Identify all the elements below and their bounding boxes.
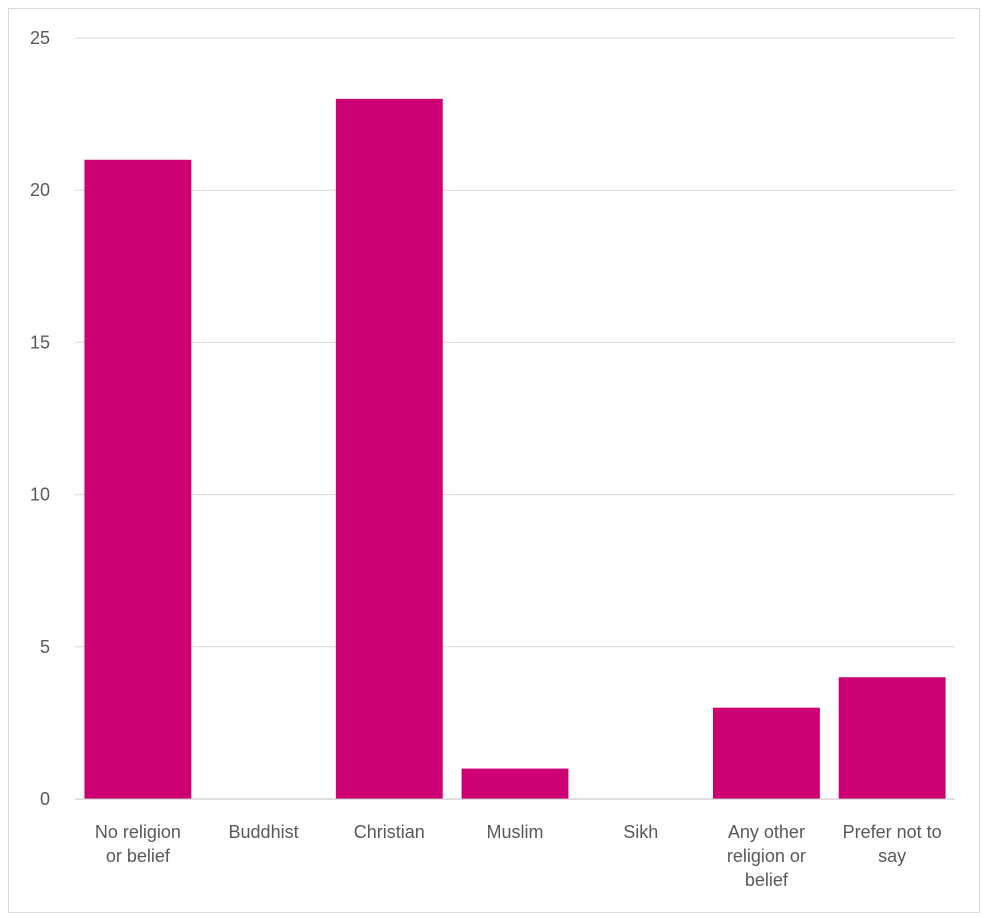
x-tick-label-line: Any other — [728, 822, 805, 842]
bar-3 — [462, 769, 569, 799]
x-tick-label: Sikh — [623, 822, 658, 842]
x-tick-label: Any other religion or belief — [727, 822, 806, 890]
x-tick-label-line: Sikh — [623, 822, 658, 842]
gridlines — [75, 38, 955, 647]
x-tick-label-line: Christian — [354, 822, 425, 842]
x-tick-label-line: belief — [745, 870, 789, 890]
bar-6 — [839, 677, 946, 799]
x-tick-label-line: or belief — [106, 846, 171, 866]
y-tick-label: 15 — [30, 332, 50, 352]
bar-5 — [713, 708, 820, 799]
bar-2 — [336, 99, 443, 799]
bar-0 — [84, 160, 191, 799]
x-tick-label: Prefer not to say — [843, 822, 942, 866]
x-tick-label: Buddhist — [229, 822, 299, 842]
x-tick-label: Muslim — [487, 822, 544, 842]
x-tick-label-line: Muslim — [487, 822, 544, 842]
x-tick-label-line: say — [878, 846, 906, 866]
x-axis-labels: No religion or belief Buddhist Christian Mus… — [95, 822, 942, 890]
y-tick-label: 20 — [30, 180, 50, 200]
y-axis-ticks: 0 5 10 15 20 25 — [30, 28, 50, 809]
x-tick-label: Christian — [354, 822, 425, 842]
bars — [84, 99, 945, 799]
y-tick-label: 25 — [30, 28, 50, 48]
y-tick-label: 10 — [30, 485, 50, 505]
y-tick-label: 5 — [40, 637, 50, 657]
y-tick-label: 0 — [40, 789, 50, 809]
x-tick-label-line: Buddhist — [229, 822, 299, 842]
x-tick-label: No religion or belief — [95, 822, 181, 866]
x-tick-label-line: Prefer not to — [843, 822, 942, 842]
x-tick-label-line: religion or — [727, 846, 806, 866]
x-tick-label-line: No religion — [95, 822, 181, 842]
